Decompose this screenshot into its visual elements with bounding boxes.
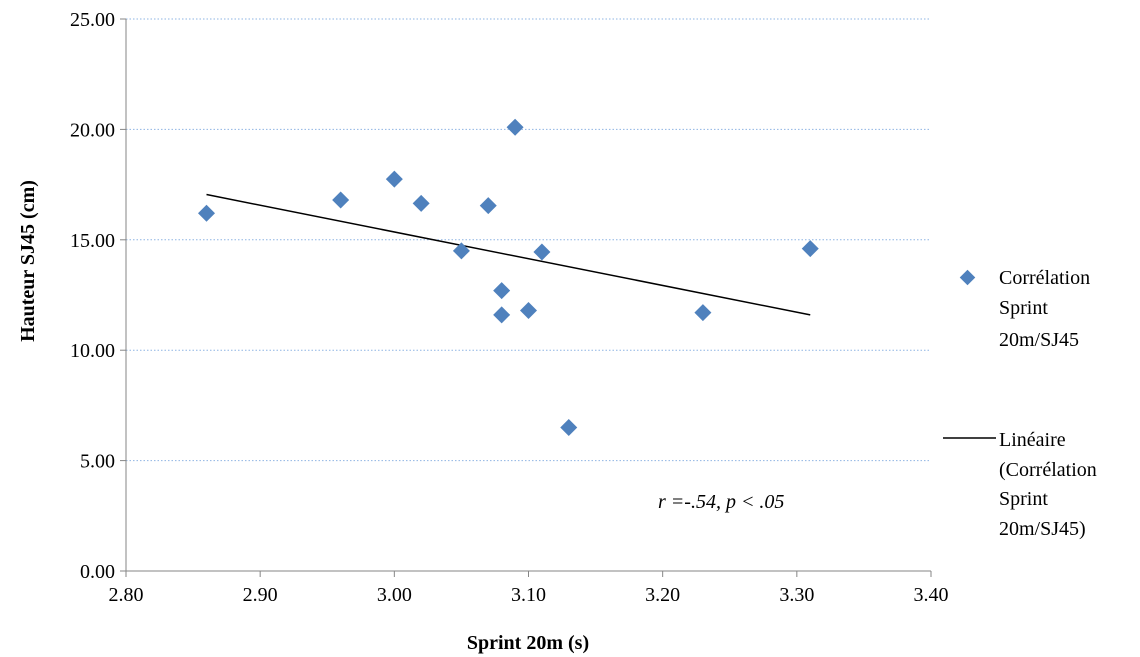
data-point [520,301,537,319]
data-point [198,204,215,222]
y-tick-label: 10.00 [70,340,115,362]
linear-trendline [206,193,811,316]
legend-label-trend-line-1: Linéaire [999,429,1066,451]
data-point [493,282,511,300]
gridlines [126,18,931,462]
legend-label-series-line-3: 20m/SJ45 [999,329,1079,351]
y-tick-label: 20.00 [70,119,115,141]
legend-label-trend-line-4: 20m/SJ45) [999,518,1086,540]
legend-label-trend-line-2: (Corrélation [999,459,1097,481]
data-point [506,118,524,136]
correlation-annotation: r =-.54, p < .05 [658,491,784,513]
data-point [694,304,712,322]
y-tick-label: 0.00 [80,561,115,583]
x-tick-label: 3.40 [914,584,949,606]
trendline-group [206,193,811,316]
data-point [332,191,350,209]
x-tick-label: 2.90 [243,584,278,606]
x-tick-label: 3.00 [377,584,412,606]
data-point [412,194,430,212]
data-point [385,170,403,188]
y-tick-label: 25.00 [70,9,115,31]
x-tick-label: 3.10 [511,584,546,606]
tick-labels: 0.00 5.00 10.00 15.00 20.00 25.00 2.80 2.90 3.00… [70,9,949,606]
data-point [533,243,551,261]
data-point [801,240,819,258]
data-points [198,118,819,436]
y-axis-title: Hauteur SJ45 (cm) [17,180,39,342]
data-point [479,197,497,215]
x-tick-label: 3.20 [645,584,680,606]
axes [125,19,931,572]
y-tick-label: 15.00 [70,230,115,252]
y-tick-label: 5.00 [80,451,115,473]
x-tick-label: 3.30 [779,584,814,606]
legend-label-trend-line-3: Sprint [999,488,1048,510]
data-point [493,306,511,324]
legend: Corrélation Sprint 20m/SJ45 Linéaire (Co… [943,267,1097,540]
x-axis-title: Sprint 20m (s) [467,632,589,654]
legend-marker-diamond [959,269,976,286]
data-point [560,418,578,436]
legend-label-series-line-1: Corrélation [999,267,1090,289]
legend-label-series-line-2: Sprint [999,297,1048,319]
data-point [452,242,470,260]
x-tick-label: 2.80 [109,584,144,606]
